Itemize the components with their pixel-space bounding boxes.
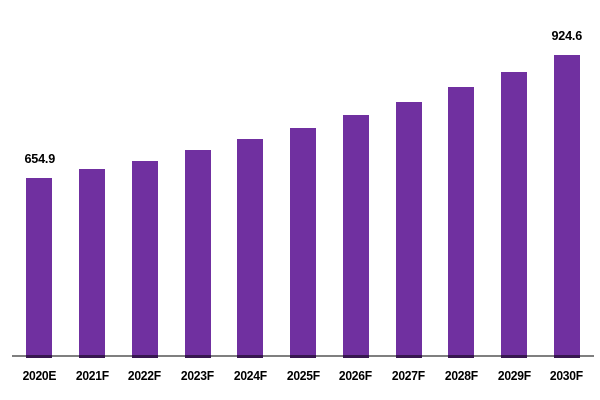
bar-2029f <box>500 72 527 358</box>
x-tick-2021f: 2021F <box>75 368 109 383</box>
bar-slot-2029f <box>488 0 541 358</box>
bar-slot-2030f: 924.6 <box>540 0 593 358</box>
x-tick-2026f: 2026F <box>339 368 373 383</box>
bar-2026f <box>342 115 369 358</box>
x-tick-2020e: 2020E <box>22 368 57 383</box>
bar-slot-2025f <box>277 0 330 358</box>
bar-slot-2027f <box>382 0 435 358</box>
bar-slot-2020e: 654.9 <box>13 0 66 358</box>
bar-slot-2022f <box>118 0 171 358</box>
bar-2021f <box>79 169 106 358</box>
data-label-2030f: 924.6 <box>551 28 583 43</box>
x-tick-2030f: 2030F <box>550 368 584 383</box>
bar-2028f <box>448 87 475 358</box>
bar-2024f <box>237 139 264 358</box>
bar-slot-2024f <box>224 0 277 358</box>
bar-slot-2028f <box>435 0 488 358</box>
bar-2022f <box>131 161 158 358</box>
x-axis-tick-labels: 2020E 2021F 2022F 2023F 2024F 2025F 2026F 2027F… <box>13 368 593 383</box>
x-tick-2023f: 2023F <box>181 368 215 383</box>
x-tick-2027f: 2027F <box>392 368 425 383</box>
bar-slot-2023f <box>171 0 224 358</box>
x-tick-2029f: 2029F <box>497 368 531 383</box>
x-tick-2022f: 2022F <box>128 368 162 383</box>
x-tick-2028f: 2028F <box>444 368 478 383</box>
x-tick-2024f: 2024F <box>233 368 267 383</box>
plot-area: 654.9 924.6 <box>13 0 593 358</box>
bar-2027f <box>395 102 422 358</box>
bar-2023f <box>184 150 211 358</box>
data-label-2020e: 654.9 <box>24 151 55 166</box>
bar-slot-2026f <box>329 0 382 358</box>
bar-2030f <box>553 55 580 358</box>
bar-2025f <box>290 128 317 358</box>
bar-slot-2021f <box>66 0 119 358</box>
bar-2020e <box>26 178 53 358</box>
x-tick-2025f: 2025F <box>286 368 320 383</box>
